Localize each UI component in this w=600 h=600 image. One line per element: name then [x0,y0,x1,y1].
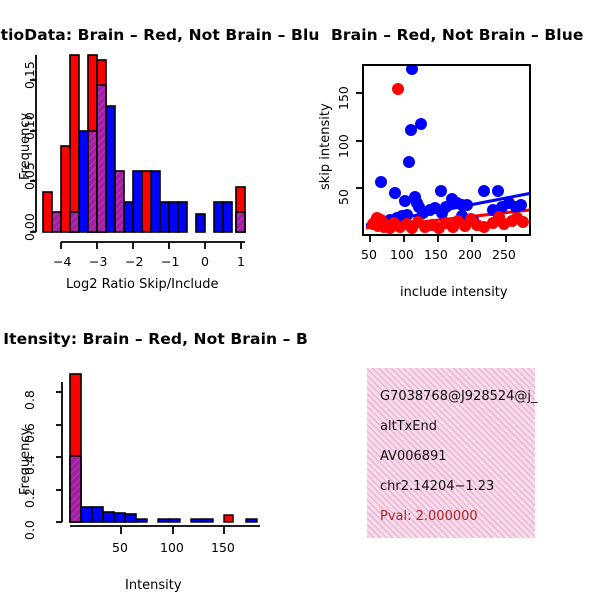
ratio-histogram-yaxis [30,55,37,233]
info-line-gene-id: G7038768@J928524@j_ [380,389,538,404]
info-line-pval: Pval: 2.000000 [380,509,478,524]
ratio-histogram-xlabel: Log2 Ratio Skip/Include [66,277,219,292]
ratio-ytick-0: 0.00 [22,213,37,241]
ratio-histogram-xaxis [60,241,245,249]
scatter-xtick-0: 50 [361,247,377,262]
info-line-accession: AV006891 [380,449,447,464]
ratio-histogram-bars [42,54,246,233]
scatter-title: Brain – Red, Not Brain – Blue [331,26,584,44]
intensity-xtick-0: 50 [112,540,128,555]
scatter-points [365,66,529,234]
ratio-xtick-1: −3 [89,254,108,269]
ratio-ytick-1: 0.05 [22,162,37,190]
ratio-histogram-title: RatioData: Brain – Red, Not Brain – Blu [0,26,320,44]
intensity-histogram-yaxis [56,382,63,523]
ratio-xtick-2: −2 [125,254,144,269]
scatter-xaxis [369,235,507,242]
intensity-histogram-title: ne Itensity: Brain – Red, Not Brain – B [0,330,308,348]
ratio-ytick-3: 0.15 [22,61,37,89]
intensity-histogram-xlabel: Intensity [125,578,182,593]
panel-annotation-info: G7038768@J928524@j_ altTxEnd AV006891 ch… [367,368,538,538]
intensity-ytick-1: 0.2 [22,488,37,508]
scatter-xtick-4: 250 [492,247,516,262]
info-hatch-background [367,368,535,538]
scatter-ytick-0: 50 [336,189,351,205]
intensity-histogram-plot [56,373,260,534]
intensity-ytick-3: 0.6 [22,423,37,443]
ratio-xtick-4: 0 [201,254,209,269]
info-line-locus: chr2.14204−1.23 [380,479,495,494]
intensity-ytick-0: 0.0 [22,520,37,540]
scatter-xtick-3: 200 [458,247,482,262]
intensity-xtick-1: 100 [160,540,184,555]
intensity-ytick-2: 0.4 [22,455,37,475]
scatter-xtick-1: 100 [390,247,414,262]
intensity-xtick-2: 150 [211,540,235,555]
scatter-xtick-2: 150 [424,247,448,262]
ratio-histogram-plot [30,54,246,249]
intensity-histogram-bars [69,373,258,523]
info-line-event-type: altTxEnd [380,419,438,434]
scatter-yaxis [356,92,363,189]
scatter-ytick-2: 150 [336,86,351,110]
intensity-ytick-4: 0.8 [22,390,37,410]
scatter-plot [356,64,531,242]
scatter-ytick-1: 100 [336,134,351,158]
intensity-histogram-xaxis [70,525,260,534]
ratio-ytick-2: 0.10 [22,112,37,140]
ratio-xtick-0: −4 [53,254,72,269]
ratio-xtick-3: −1 [161,254,180,269]
ratio-xtick-5: 1 [237,254,245,269]
scatter-xlabel: include intensity [400,285,508,300]
